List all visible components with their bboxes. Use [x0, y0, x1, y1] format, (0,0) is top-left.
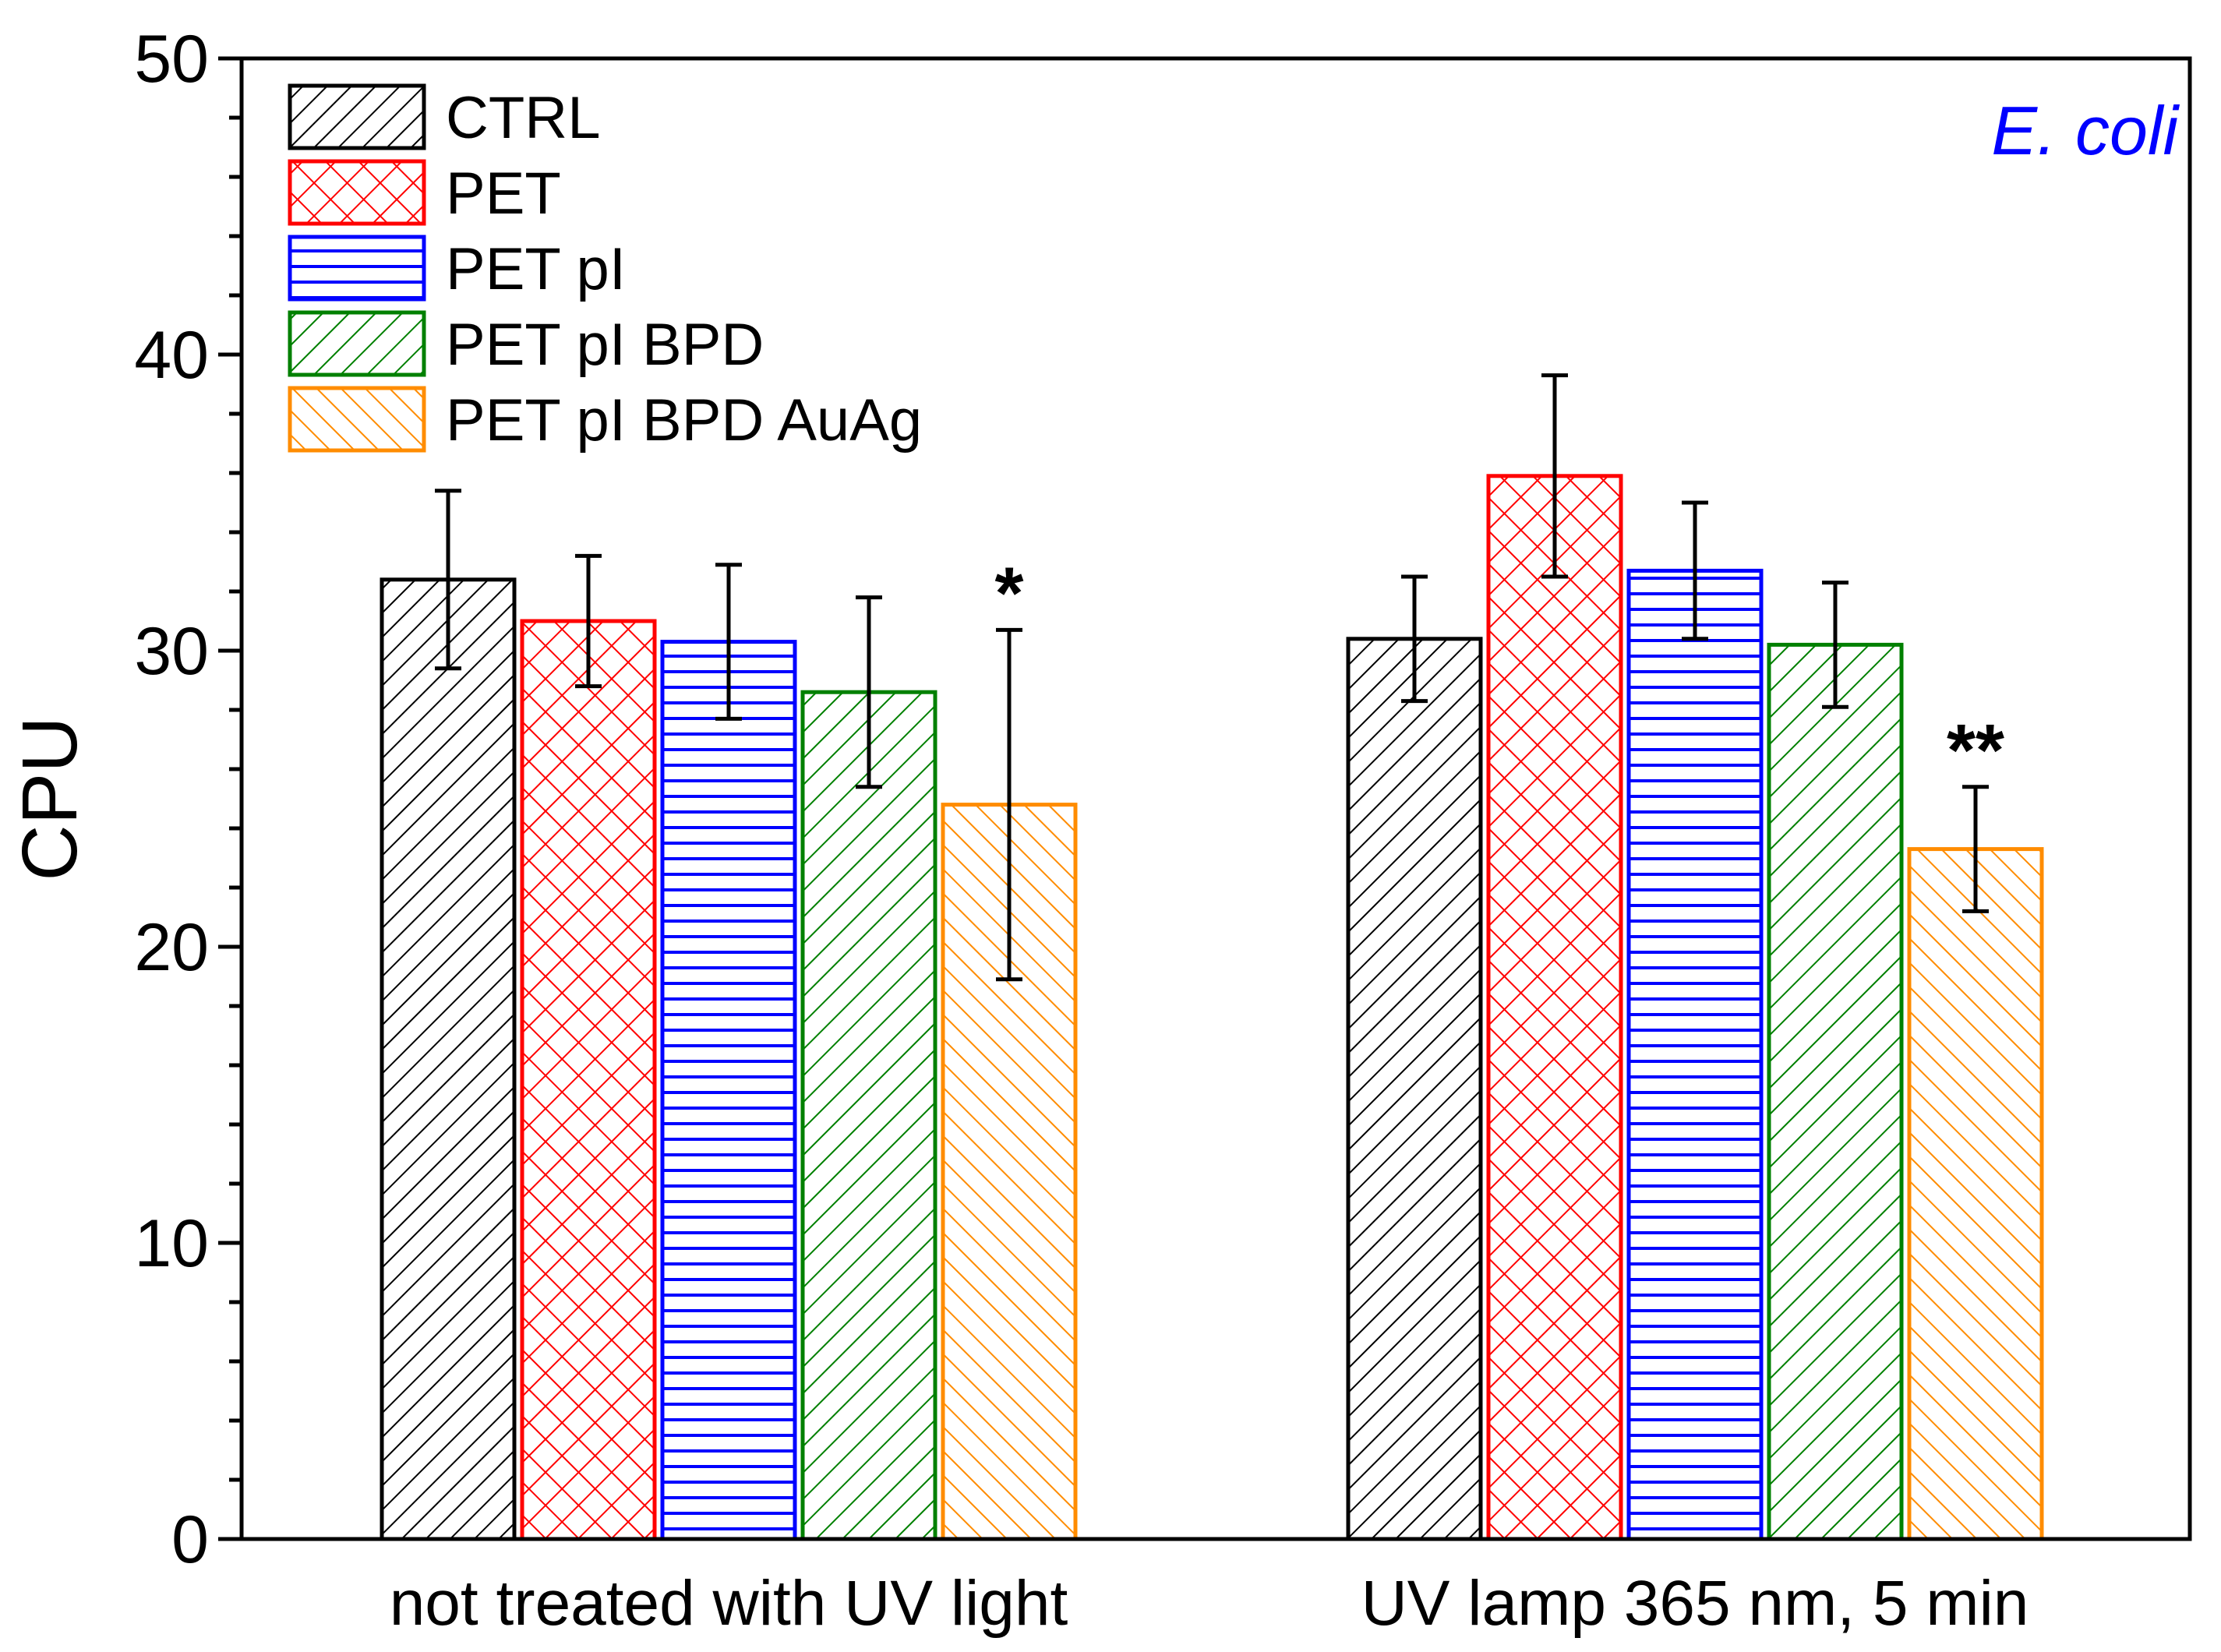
y-tick-label: 30	[134, 614, 209, 689]
legend-label: PET pI BPD	[446, 312, 764, 378]
y-axis-title: CPU	[6, 716, 94, 881]
y-tick-label: 50	[134, 22, 209, 97]
significance-marker: **	[1947, 709, 2004, 792]
legend-label: PET pI	[446, 236, 626, 302]
x-tick-label: not treated with UV light	[390, 1568, 1068, 1639]
y-tick-label: 10	[134, 1206, 209, 1281]
legend-swatch	[288, 159, 426, 226]
bar	[660, 640, 797, 1541]
legend-swatch	[288, 235, 426, 302]
legend: CTRL PET PET pI PET pI BPD PET pI BPD AuAg	[288, 83, 922, 454]
plot-frame	[239, 56, 2192, 1541]
bar	[1486, 474, 1623, 1541]
y-tick-label: 20	[134, 910, 209, 985]
legend-swatch	[288, 310, 426, 377]
legend-label: PET	[446, 161, 561, 227]
legend-swatch	[288, 386, 426, 453]
y-tick-label: 40	[134, 318, 209, 393]
x-tick-label: UV lamp 365 nm, 5 min	[1361, 1568, 2029, 1639]
significance-marker: *	[995, 552, 1024, 634]
legend-label: CTRL	[446, 85, 600, 151]
bar	[1346, 637, 1483, 1541]
species-annotation: E. coli	[1991, 92, 2180, 169]
bar	[800, 690, 937, 1541]
bar	[1626, 568, 1764, 1541]
legend-swatch	[288, 83, 426, 150]
bar	[520, 619, 657, 1541]
bar	[380, 577, 517, 1541]
bar	[1767, 642, 1904, 1541]
y-tick-label: 0	[171, 1502, 209, 1577]
legend-label: PET pI BPD AuAg	[446, 387, 922, 454]
bar	[1907, 847, 2044, 1541]
